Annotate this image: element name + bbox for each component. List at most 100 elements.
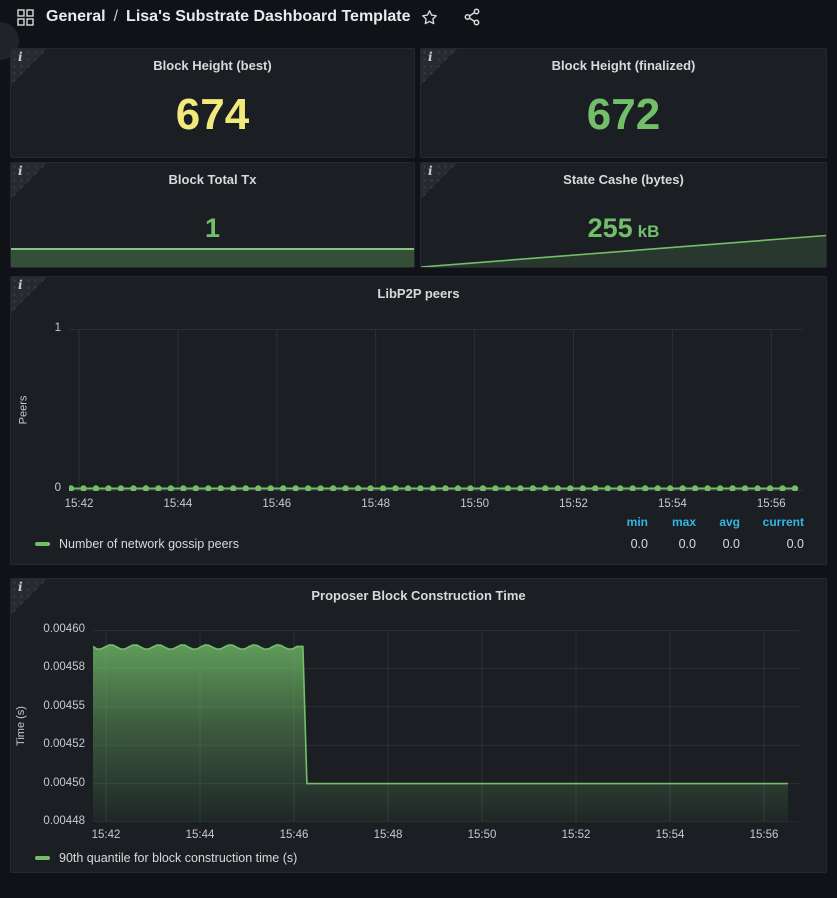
breadcrumb-dashboard-title[interactable]: Lisa's Substrate Dashboard Template xyxy=(126,8,411,25)
data-point xyxy=(467,485,474,491)
x-axis-tick: 15:52 xyxy=(561,829,591,841)
x-axis-tick: 15:52 xyxy=(559,498,588,510)
x-axis-tick: 15:48 xyxy=(361,498,391,510)
legend-stat-min[interactable]: min xyxy=(626,515,648,529)
data-point xyxy=(691,485,699,491)
data-point xyxy=(404,485,412,491)
x-axis-tick: 15:56 xyxy=(756,498,786,510)
data-point xyxy=(354,485,362,491)
block-total-tx-sparkline xyxy=(11,248,414,267)
data-point xyxy=(529,485,537,491)
data-point xyxy=(167,485,175,491)
data-point xyxy=(442,485,449,491)
info-icon: i xyxy=(18,580,23,594)
breadcrumb-folder[interactable]: General xyxy=(46,8,106,25)
panel-title[interactable]: Proposer Block Construction Time xyxy=(311,588,526,603)
data-point xyxy=(392,485,399,491)
x-axis-tick: 15:56 xyxy=(749,829,779,841)
data-point xyxy=(92,485,100,491)
stat-value-group: 255 kB xyxy=(588,187,660,267)
data-point xyxy=(329,485,337,491)
share-icon[interactable] xyxy=(461,6,483,28)
series-color-marker[interactable] xyxy=(35,856,50,860)
proposer-chart xyxy=(93,630,799,822)
data-point xyxy=(666,485,674,491)
panel-title[interactable]: LibP2P peers xyxy=(377,286,460,301)
x-axis-tick: 15:42 xyxy=(91,829,121,841)
panel-block-height-finalized: i Block Height (finalized) 672 xyxy=(420,48,827,158)
data-point xyxy=(704,485,711,491)
series-name[interactable]: 90th quantile for block construction tim… xyxy=(59,851,298,865)
data-point xyxy=(180,485,187,491)
data-point xyxy=(417,485,424,491)
series-color-marker[interactable] xyxy=(35,542,50,546)
grid-icon[interactable] xyxy=(14,6,36,28)
legend-row: 90th quantile for block construction tim… xyxy=(35,851,804,865)
stat-max-value: 0.0 xyxy=(678,537,696,551)
star-icon[interactable] xyxy=(419,6,441,28)
stat-avg-value: 0.0 xyxy=(722,537,740,551)
data-point xyxy=(230,485,237,491)
data-point xyxy=(791,485,799,491)
stat-current-value: 0.0 xyxy=(786,537,804,551)
data-point xyxy=(579,485,586,491)
legend-stat-max[interactable]: max xyxy=(671,515,696,529)
data-point xyxy=(642,485,649,491)
data-point xyxy=(317,485,324,491)
panel-proposer-block-time: i Proposer Block Construction Time Time … xyxy=(10,578,827,873)
y-axis-tick: 0.00458 xyxy=(43,661,85,674)
stat-value: 674 xyxy=(175,90,250,139)
panel-title[interactable]: Block Height (best) xyxy=(153,58,272,73)
data-point xyxy=(105,485,112,491)
data-point xyxy=(429,485,437,491)
data-point xyxy=(604,485,611,491)
data-point xyxy=(629,485,636,491)
x-axis-tick: 15:44 xyxy=(163,498,193,510)
y-axis-title: Time (s) xyxy=(15,706,28,746)
legend-stat-current[interactable]: current xyxy=(762,515,804,529)
stat-value: 255 xyxy=(587,213,633,243)
data-point xyxy=(617,485,624,491)
data-point xyxy=(492,485,499,491)
data-point xyxy=(716,485,724,491)
stat-value: 1 xyxy=(204,213,221,243)
data-point xyxy=(217,485,224,491)
y-axis-tick: 0.00448 xyxy=(43,815,85,827)
breadcrumb-separator: / xyxy=(113,8,119,25)
data-point xyxy=(192,485,200,491)
panel-title[interactable]: Block Total Tx xyxy=(168,172,257,187)
data-point xyxy=(542,485,549,491)
panel-state-cache: i State Cashe (bytes) 255 kB xyxy=(420,162,827,268)
series-name[interactable]: Number of network gossip peers xyxy=(59,537,239,551)
x-axis-tick: 15:54 xyxy=(655,829,685,841)
panel-info-corner[interactable]: i xyxy=(421,49,457,85)
panel-title[interactable]: State Cashe (bytes) xyxy=(563,172,684,187)
data-point xyxy=(80,485,87,491)
y-axis-tick: 1 xyxy=(54,322,61,334)
y-axis-tick: 0.00452 xyxy=(43,738,85,751)
panel-title[interactable]: Block Height (finalized) xyxy=(551,58,696,73)
legend-row: Number of network gossip peers 0.0 0.0 0… xyxy=(35,537,804,551)
data-point xyxy=(304,485,312,491)
series-line xyxy=(93,643,788,785)
data-point xyxy=(592,485,599,491)
x-axis-tick: 15:48 xyxy=(373,829,403,841)
panel-info-corner[interactable]: i xyxy=(421,163,457,199)
area-fill xyxy=(93,644,788,822)
panel-info-corner[interactable]: i xyxy=(11,49,47,85)
data-point xyxy=(267,485,274,491)
data-point xyxy=(117,485,125,491)
data-point xyxy=(69,485,75,491)
x-axis-tick: 15:50 xyxy=(467,829,497,841)
data-point xyxy=(654,485,661,491)
data-point xyxy=(142,485,150,491)
data-point xyxy=(155,485,162,491)
y-axis-title: Peers xyxy=(17,395,29,425)
legend-stat-avg[interactable]: avg xyxy=(719,515,740,529)
panel-info-corner[interactable]: i xyxy=(11,163,47,199)
data-point xyxy=(729,485,736,491)
data-point xyxy=(379,485,387,491)
dashboard-header: General / Lisa's Substrate Dashboard Tem… xyxy=(0,0,837,34)
stat-min-value: 0.0 xyxy=(630,537,648,551)
